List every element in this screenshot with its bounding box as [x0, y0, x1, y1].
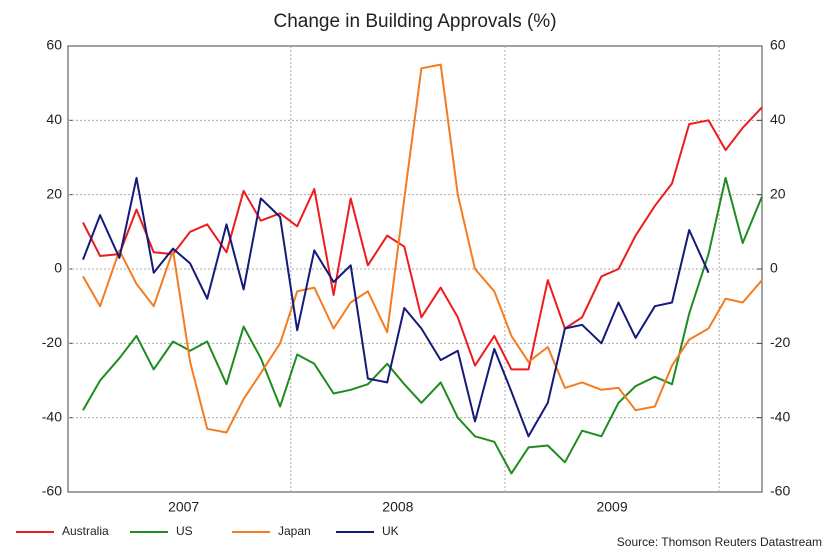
y2-tick-label: -20 [770, 334, 790, 350]
y2-tick-label: -60 [770, 483, 790, 499]
line-series [82, 106, 763, 371]
y-tick-label: 40 [46, 111, 62, 127]
y-tick-label: -20 [42, 334, 62, 350]
legend-label: Australia [62, 524, 109, 538]
chart-title: Change in Building Approvals (%) [273, 11, 556, 32]
line-series [82, 176, 763, 475]
source: Source: Thomson Reuters Datastream [617, 535, 822, 549]
y2-tick-label: 0 [770, 260, 778, 276]
legend-label: UK [382, 524, 399, 538]
legend-label: US [176, 524, 193, 538]
y-tick-label: 0 [54, 260, 62, 276]
y2-tick-label: 40 [770, 111, 786, 127]
legend-label: Japan [278, 524, 311, 538]
y2-tick-label: 20 [770, 185, 786, 201]
y2-tick-label: 60 [770, 37, 786, 53]
line-series [82, 176, 710, 438]
x-tick-label: 2007 [168, 499, 199, 515]
x-tick-label: 2009 [596, 499, 627, 515]
y-tick-label: 20 [46, 185, 62, 201]
x-tick-label: 2008 [382, 499, 413, 515]
y2-tick-label: -40 [770, 408, 790, 424]
y-tick-label: 60 [46, 37, 62, 53]
line-series [82, 63, 763, 434]
y-tick-label: -40 [42, 408, 62, 424]
y-tick-label: -60 [42, 483, 62, 499]
